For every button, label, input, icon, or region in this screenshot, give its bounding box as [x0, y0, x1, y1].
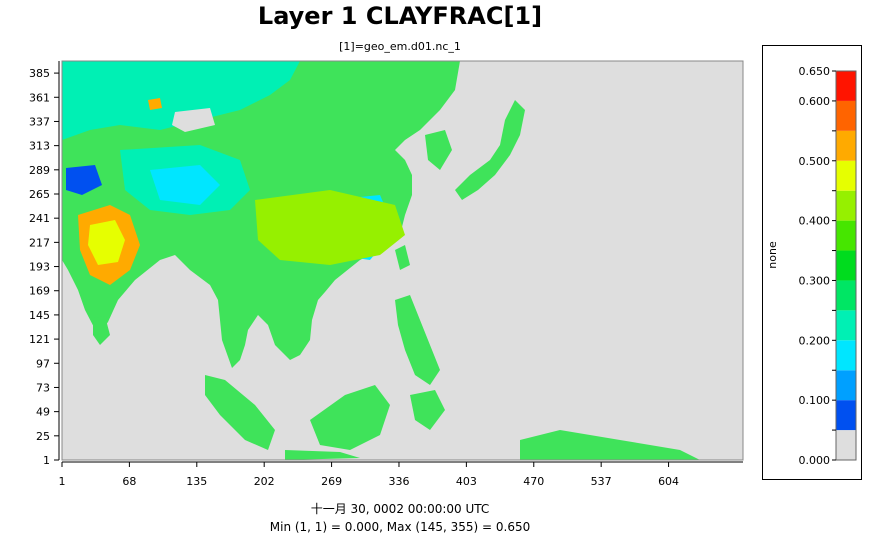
land-blue-patch [66, 165, 102, 195]
legend-unit: none [766, 241, 779, 269]
y-tick-label-313: 313 [29, 140, 50, 153]
legend-bin-6 [836, 250, 856, 281]
legend-bin-1 [836, 400, 856, 431]
x-tick-label-68: 68 [122, 475, 136, 488]
land-java [285, 450, 360, 460]
y-tick-label-97: 97 [36, 357, 50, 370]
y-tick-label-337: 337 [29, 115, 50, 128]
legend-label-5: 0.500 [799, 155, 831, 168]
legend-bins [832, 70, 857, 461]
land-japan [455, 100, 525, 200]
x-tick-label-1: 1 [59, 475, 66, 488]
x-tick-label-604: 604 [658, 475, 679, 488]
land-light-cyan-1 [150, 165, 220, 205]
land-taiwan [395, 245, 410, 270]
y-tick-label-25: 25 [36, 430, 50, 443]
land-orange-spot [148, 98, 162, 110]
x-tick-label-269: 269 [321, 475, 342, 488]
footer-minmax: Min (1, 1) = 0.000, Max (145, 355) = 0.6… [269, 520, 531, 534]
footer-date: 十一月 30, 0002 00:00:00 UTC [310, 502, 490, 516]
x-axis: 1 68 135 202 269 336 403 470 537 604 [59, 461, 743, 488]
legend-svg: 0.000 0.100 0.200 0.300 0.400 0.500 0.600 0.650… [766, 65, 857, 467]
land-srilanka [93, 316, 110, 345]
x-tick-label-336: 336 [388, 475, 409, 488]
y-tick-label-385: 385 [29, 67, 50, 80]
legend-label-7: 0.650 [799, 65, 831, 78]
y-tick-label-145: 145 [29, 309, 50, 322]
legend-label-4: 0.400 [799, 215, 831, 228]
y-axis: 1 25 49 73 97 121 145 169 193 217 241 265 289 313 337 3… [29, 61, 60, 467]
legend-bin-8 [836, 190, 856, 221]
land-korea [425, 130, 452, 170]
x-tick-label-403: 403 [456, 475, 477, 488]
legend-label-1: 0.100 [799, 394, 831, 407]
plot-frame [61, 60, 744, 461]
land-sulawesi [410, 390, 445, 430]
x-tick-label-135: 135 [186, 475, 207, 488]
legend-bin-2 [836, 370, 856, 401]
land-gray-area [172, 108, 215, 132]
legend-bin-7 [836, 220, 856, 251]
legend-bin-12 [836, 71, 856, 101]
y-tick-label-217: 217 [29, 236, 50, 249]
y-tick-label-265: 265 [29, 188, 50, 201]
y-tick-label-73: 73 [36, 381, 50, 394]
y-tick-label-289: 289 [29, 164, 50, 177]
legend-label-3: 0.300 [799, 274, 831, 287]
legend-bin-4 [836, 310, 856, 341]
legend-bin-10 [836, 130, 856, 161]
land-philippines [395, 295, 440, 385]
y-tick-label-49: 49 [36, 406, 50, 419]
legend-label-2: 0.200 [799, 334, 831, 347]
legend-label-6: 0.600 [799, 95, 831, 108]
chart-title: Layer 1 CLAYFRAC[1] [257, 2, 543, 30]
y-tick-label-121: 121 [29, 333, 50, 346]
land-newguinea [520, 430, 700, 460]
legend-bin-0 [836, 430, 856, 460]
x-tick-label-537: 537 [591, 475, 612, 488]
legend-labels: 0.000 0.100 0.200 0.300 0.400 0.500 0.600 0.650 [799, 65, 831, 467]
land-india-yellow [88, 220, 125, 265]
y-tick-label-241: 241 [29, 212, 50, 225]
legend-bin-11 [836, 100, 856, 131]
y-tick-label-193: 193 [29, 261, 50, 274]
chart-subtitle: [1]=geo_em.d01.nc_1 [339, 40, 461, 53]
legend-bin-5 [836, 280, 856, 311]
legend-bin-3 [836, 340, 856, 371]
land-sumatra [205, 375, 275, 450]
land-china-yellowgreen [255, 190, 405, 265]
x-tick-label-470: 470 [523, 475, 544, 488]
y-tick-label-1: 1 [43, 454, 50, 467]
land-north-cyan [62, 61, 300, 140]
legend-bin-9 [836, 160, 856, 191]
x-tick-label-202: 202 [254, 475, 275, 488]
land-borneo [310, 385, 390, 450]
y-tick-label-169: 169 [29, 285, 50, 298]
map-land-layer [62, 61, 700, 460]
legend-bar-frame [835, 70, 857, 461]
legend-label-0: 0.000 [799, 454, 831, 467]
y-tick-label-361: 361 [29, 91, 50, 104]
